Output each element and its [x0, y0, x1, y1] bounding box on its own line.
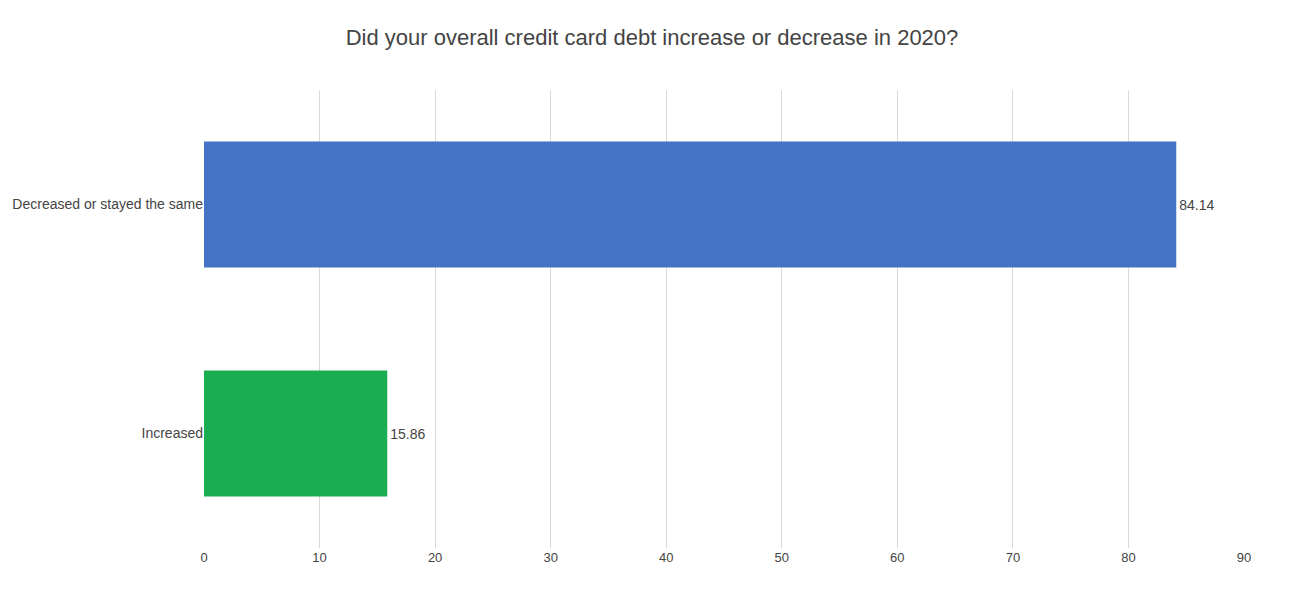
svg-text:60: 60: [890, 550, 904, 565]
svg-text:10: 10: [312, 550, 326, 565]
svg-text:70: 70: [1006, 550, 1020, 565]
svg-text:Decreased or stayed the same: Decreased or stayed the same: [12, 196, 203, 212]
svg-text:50: 50: [775, 550, 789, 565]
svg-text:15.86: 15.86: [390, 426, 425, 442]
svg-text:30: 30: [543, 550, 557, 565]
svg-text:84.14: 84.14: [1179, 197, 1214, 213]
svg-text:90: 90: [1237, 550, 1251, 565]
svg-text:20: 20: [428, 550, 442, 565]
svg-text:40: 40: [659, 550, 673, 565]
svg-text:80: 80: [1121, 550, 1135, 565]
svg-text:Did your overall credit card d: Did your overall credit card debt increa…: [346, 25, 959, 50]
svg-text:0: 0: [200, 550, 207, 565]
svg-text:Increased: Increased: [142, 425, 203, 441]
